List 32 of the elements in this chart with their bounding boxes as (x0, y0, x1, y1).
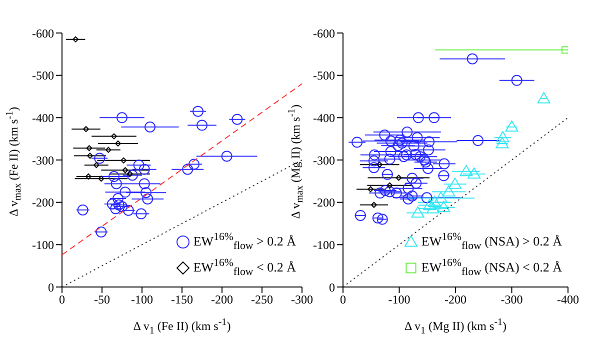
y-tick-label: -200 (32, 196, 54, 210)
y-tick-label: -400 (313, 110, 335, 125)
y-tick-label: -600 (313, 26, 335, 40)
x-tick-label: 0 (340, 292, 346, 307)
y-tick-label: -100 (313, 238, 335, 252)
x-tick-label: 0 (59, 292, 65, 307)
legend-label: EW$^{16%}$$_{flow}$ (NSA) < 0.2 Å (421, 256, 562, 280)
y-tick-label: -200 (313, 196, 335, 210)
x-tick-label: -300 (291, 292, 313, 307)
legend-label: EW$^{16%}$$_{flow}$ > 0.2 Å (193, 230, 296, 254)
x-tick-label: -300 (500, 292, 523, 307)
y-tick-label: 0 (329, 280, 335, 294)
y-tick-label: -500 (313, 68, 335, 83)
x-tick-label: -250 (251, 292, 273, 307)
y-tick-label: -300 (32, 153, 54, 168)
legend-label: EW$^{16%}$$_{flow}$ < 0.2 Å (193, 256, 296, 280)
y-tick-label: -300 (313, 153, 335, 168)
legend-label: EW$^{16%}$$_{flow}$ (NSA) > 0.2 Å (421, 230, 562, 254)
x-tick-label: -100 (388, 292, 410, 307)
x-tick-label: -100 (131, 292, 153, 307)
y-tick-label: -600 (32, 26, 54, 40)
y-tick-label: 0 (48, 280, 54, 294)
x-tick-label: -150 (171, 292, 193, 307)
x-axis-title: Δ v$_{1}$ (Mg II) (km s$^{-1}$) (403, 317, 508, 336)
x-tick-label: -50 (94, 292, 110, 307)
x-tick-label: -200 (211, 292, 233, 307)
x-tick-label: -200 (444, 292, 466, 307)
x-axis-title: Δ v$_{1}$ (Fe II) (km s$^{-1}$) (132, 317, 232, 336)
y-tick-label: -500 (32, 68, 54, 83)
y-tick-label: -100 (32, 238, 54, 252)
x-tick-label: -400 (557, 292, 579, 307)
y-tick-label: -400 (32, 110, 54, 125)
